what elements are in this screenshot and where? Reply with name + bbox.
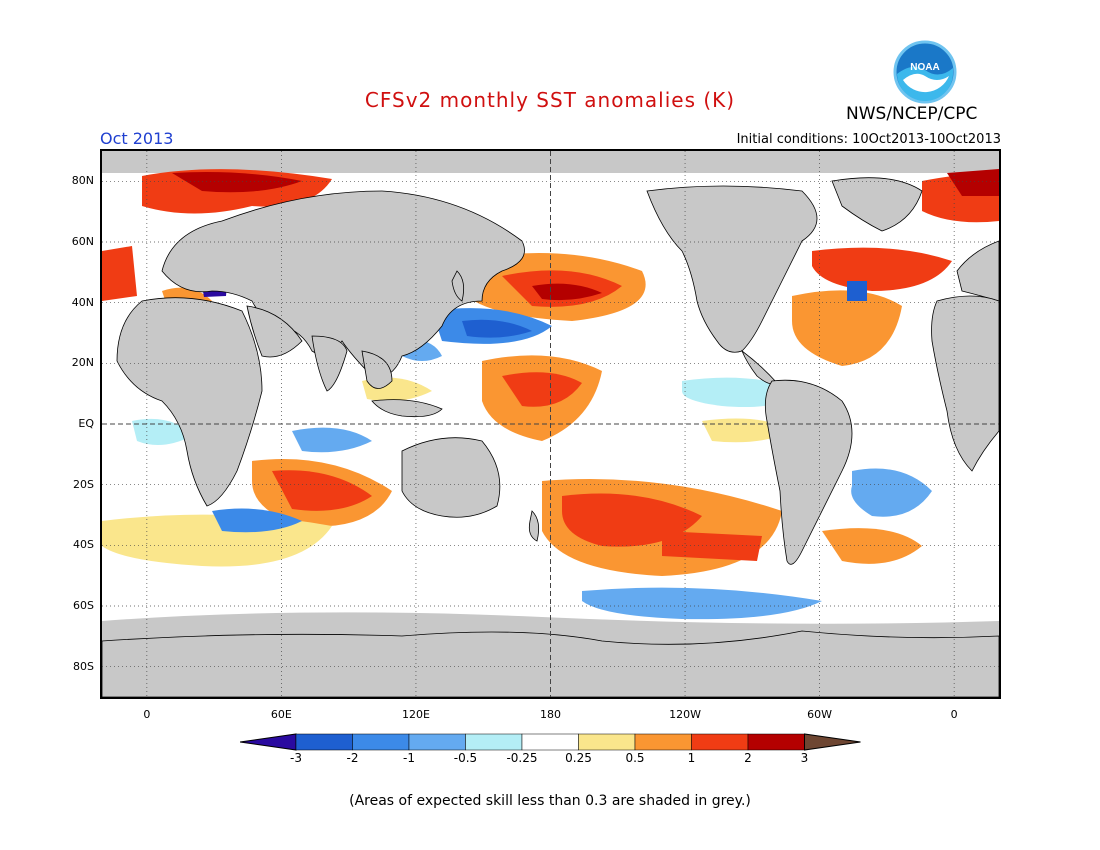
land-southeast-asia [361, 350, 393, 389]
land-australia [401, 437, 501, 518]
colorbar-segment [295, 733, 353, 751]
land-africa [116, 297, 263, 507]
org-label: NWS/NCEP/CPC [846, 104, 978, 124]
land-greenland [831, 177, 923, 232]
colorbar-tick-label: -2 [346, 751, 359, 765]
latitude-tick-label: 80S [73, 659, 94, 673]
latitude-tick-label: 60N [71, 235, 94, 248]
longitude-tick-label: 0 [143, 708, 151, 721]
longitude-tick-label: 60E [270, 708, 292, 721]
colorbar-segment [521, 733, 579, 751]
colorbar [240, 733, 861, 751]
sst-anomaly-map [100, 149, 1001, 699]
latitude-tick-label: 80N [71, 174, 94, 188]
land-new-zealand [528, 510, 540, 542]
chart-title: CFSv2 monthly SST anomalies (K) [364, 88, 736, 112]
land-india [311, 335, 348, 392]
colorbar-segment [352, 733, 410, 751]
latitude-tick-label: 40S [73, 538, 94, 552]
colorbar-segment [240, 733, 297, 751]
colorbar-tick-label: -3 [290, 751, 302, 765]
longitude-tick-label: 0 [950, 708, 958, 721]
land-north-america [646, 185, 818, 353]
land-arabia [246, 305, 303, 358]
noaa-logo: NOAA [893, 40, 957, 104]
colorbar-segment [578, 733, 636, 751]
noaa-logo-text: NOAA [910, 62, 939, 73]
colorbar-tick-label: -1 [403, 751, 415, 765]
latitude-tick-label: EQ [78, 417, 94, 430]
latitude-tick-label: 20S [73, 477, 94, 491]
longitude-tick-label: 180 [540, 708, 561, 721]
colorbar-tick-label: 3 [800, 751, 809, 765]
colorbar-segment [634, 733, 692, 751]
land-japan [451, 270, 465, 302]
land-central-america [741, 349, 778, 385]
colorbar-tick-label: 0.5 [625, 751, 645, 765]
colorbar-segment [691, 733, 749, 751]
forecast-month: Oct 2013 [100, 129, 174, 148]
colorbar-tick-label: 0.25 [565, 751, 592, 765]
latitude-tick-label: 20N [71, 356, 94, 370]
longitude-tick-label: 120W [669, 708, 701, 721]
colorbar-tick-label: 2 [744, 751, 752, 765]
longitude-tick-label: 60W [807, 708, 833, 721]
colorbar-segment [747, 733, 805, 751]
graticule [102, 151, 999, 697]
latitude-tick-label: 60S [73, 599, 94, 612]
land-indonesia [371, 399, 443, 418]
longitude-tick-label: 120E [401, 708, 430, 721]
colorbar-tick-label: -0.5 [453, 751, 478, 765]
skill-footnote: (Areas of expected skill less than 0.3 a… [349, 793, 751, 809]
colorbar-segment [804, 733, 861, 751]
land-south-america [764, 379, 853, 565]
colorbar-tick-label: -0.25 [506, 751, 538, 765]
colorbar-segment [408, 733, 466, 751]
colorbar-segment [465, 733, 523, 751]
colorbar-tick-label: 1 [687, 751, 696, 765]
initial-conditions: Initial conditions: 10Oct2013-10Oct2013 [736, 132, 1001, 147]
map-canvas [102, 151, 999, 697]
latitude-tick-label: 40N [71, 295, 94, 309]
